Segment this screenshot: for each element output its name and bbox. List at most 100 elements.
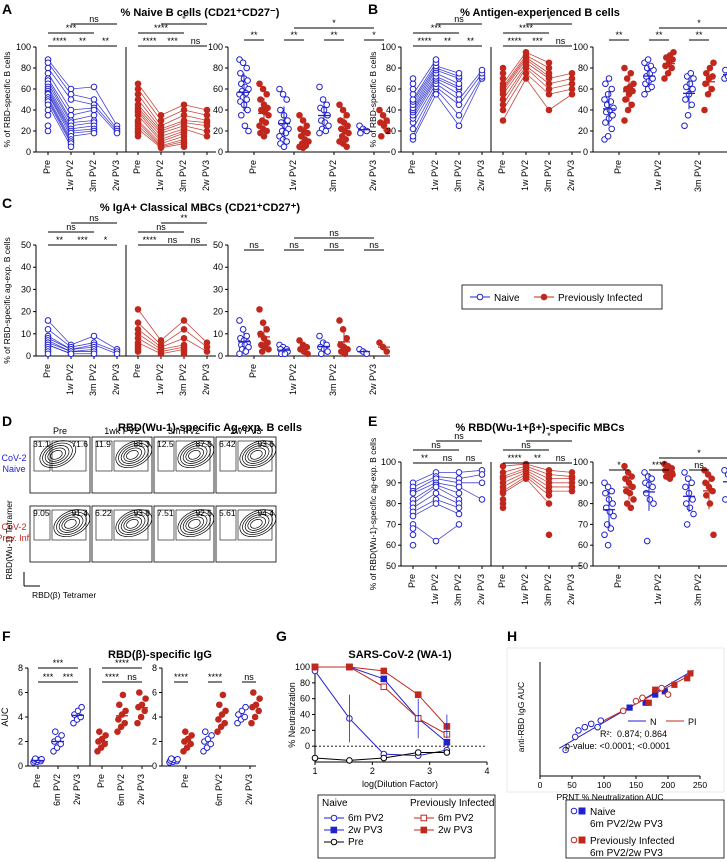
panel-E-cmp-sig-label: * (617, 460, 621, 470)
flow-contour (244, 445, 270, 464)
panel-G-point (380, 675, 388, 683)
panel-E-naive-x-tick-label: 3m PV2 (453, 574, 463, 606)
panel-A-naive-pair-line (70, 120, 95, 123)
panel-C-naive-x-tick-label: 1w PV2 (65, 364, 75, 395)
flow-contour (188, 450, 201, 460)
panel-A-cmp-y-tick-label: 100 (208, 42, 223, 52)
panel-E-naive-point (409, 541, 417, 549)
panel-E-naive-pair-line (435, 503, 460, 515)
panel-F-infected-sig-label: **** (115, 658, 130, 668)
panel-F-infected-point (122, 707, 129, 715)
panel-C-cmp-point (236, 317, 243, 324)
panel-F-cmp-x-tick-label: Pre (180, 774, 190, 788)
panel-C-infected-pair-line (137, 322, 162, 346)
panel-B-naive-pair-line (435, 86, 460, 106)
panel-C-infected-sig-label: **** (142, 235, 157, 245)
panel-A-y-tick-label: 20 (21, 126, 31, 136)
panel-E-cmp-point (630, 496, 637, 503)
panel-E-naive-point (455, 469, 463, 476)
panel-E-naive-sig-label: ns (466, 453, 476, 463)
panel-B-infected-point (545, 106, 553, 114)
panel-B-infected-pair-line (502, 65, 527, 100)
panel-A-infected-pair-line (160, 122, 185, 132)
panel-C-naive-pair-line (70, 335, 95, 346)
panel-G-point (443, 749, 451, 756)
panel-B-naive-pair-line (435, 88, 460, 116)
panel-E-naive-pair-line (412, 482, 437, 494)
panel-H-x-tick-label: 200 (661, 780, 675, 790)
panel-F-cmp-x-tick-label: 6m PV2 (214, 774, 224, 806)
panel-A-naive-point (113, 129, 121, 137)
panel-A-cmp-point (279, 90, 287, 98)
panel-B-cmp-point (670, 48, 677, 56)
panel-C-y-tick-label: 50 (21, 240, 31, 250)
panel-A-naive-point (90, 129, 98, 137)
panel-F-infected-point (96, 728, 103, 736)
panel-B-cmp-point (627, 69, 635, 77)
panel-C-letter: C (2, 195, 12, 211)
panel-F-cmp-point (242, 703, 249, 711)
flow-contour (239, 440, 277, 469)
panel-B-cmp-point (706, 64, 714, 72)
panel-B-cmp-sig-label: ** (655, 30, 663, 40)
panel-B-naive-pair-line (435, 72, 460, 85)
panel-B-infected-x-tick-label: 2w PV3 (566, 160, 576, 191)
panel-F-cmp-point (214, 728, 221, 736)
panel-B-infected-pair-line (502, 78, 527, 121)
panel-C-cmp-x-tick-label: 2w PV3 (368, 364, 378, 395)
panel-G-point (346, 757, 353, 764)
panel-E-cmp-point (666, 475, 674, 482)
panel-F-cmp-point (174, 755, 181, 763)
flow-gate-right-value: 93.8 (133, 508, 150, 518)
panel-B-cmp-point (630, 80, 637, 88)
flow-contour (185, 516, 204, 531)
panel-B-naive-pair-line (435, 94, 460, 126)
panel-A-cmp-point (376, 106, 383, 114)
panel-B-naive-pair-line (435, 80, 460, 95)
panel-B-naive-pair-line (412, 73, 437, 111)
panel-E-naive-pair-line (412, 499, 437, 513)
panel-A-naive-sig-label: ns (89, 14, 99, 24)
panel-H-point (652, 686, 659, 693)
legend-h-infected-open (570, 836, 578, 844)
panel-D-title: RBD(Wu-1)-specific Ag-exp. B cells (118, 422, 302, 434)
panel-B-cmp-y-tick-label: 80 (578, 63, 588, 73)
panel-C-infected-pair-line (160, 320, 185, 341)
panel-A-infected-sig-label: ns (191, 36, 201, 46)
panel-C-naive-pair-line (47, 337, 72, 350)
flow-gate-left-value: 6.42 (219, 439, 236, 449)
panel-H-r2-label: R²: (600, 729, 612, 739)
panel-F-cmp-point (255, 707, 263, 715)
panel-A-infected-pair-line (137, 114, 162, 142)
panel-C-cmp-y-tick-label: 10 (213, 329, 223, 339)
panel-A-y-label: % of RBD-specific B cells (2, 52, 12, 148)
legend-h-box (565, 799, 725, 859)
panel-B-cmp-point (621, 117, 628, 124)
panel-E-infected-pair-line (525, 478, 550, 504)
panel-C-cmp-point (263, 326, 271, 333)
panel-B-y-tick-label: 20 (386, 126, 396, 136)
panel-A-infected-pair-line (137, 109, 162, 137)
panel-C-infected-point (134, 306, 142, 313)
panel-B-infected-point (522, 48, 530, 56)
panel-F-cmp-sig-label: **** (208, 672, 223, 682)
panel-A-cmp-point (243, 96, 250, 103)
panel-E-infected-pair-line (502, 469, 527, 480)
panel-A-naive-point (90, 83, 98, 91)
panel-E-infected-pair-line (525, 467, 550, 480)
panel-E-infected-point (499, 489, 507, 497)
panel-B-cmp-x-tick-label: Pre (613, 160, 623, 174)
panel-A-infected-pair-line (137, 94, 162, 126)
panel-C-naive-sig-label: * (104, 235, 108, 245)
flow-gate-left-value: 11.9 (95, 439, 111, 449)
panel-B-cmp-sig-label: ** (615, 30, 623, 40)
panel-C-y-tick-label: 40 (21, 262, 31, 272)
flow-contour (242, 442, 273, 466)
panel-B-naive-x-tick-label: Pre (407, 160, 417, 174)
panel-C-naive-point (90, 332, 98, 340)
panel-E-naive-pair-line (412, 476, 437, 488)
panel-C-naive-point (67, 350, 75, 358)
legend-g-infected-title: Previously Infected (410, 798, 495, 809)
panel-E-infected-pair-line (525, 476, 550, 496)
